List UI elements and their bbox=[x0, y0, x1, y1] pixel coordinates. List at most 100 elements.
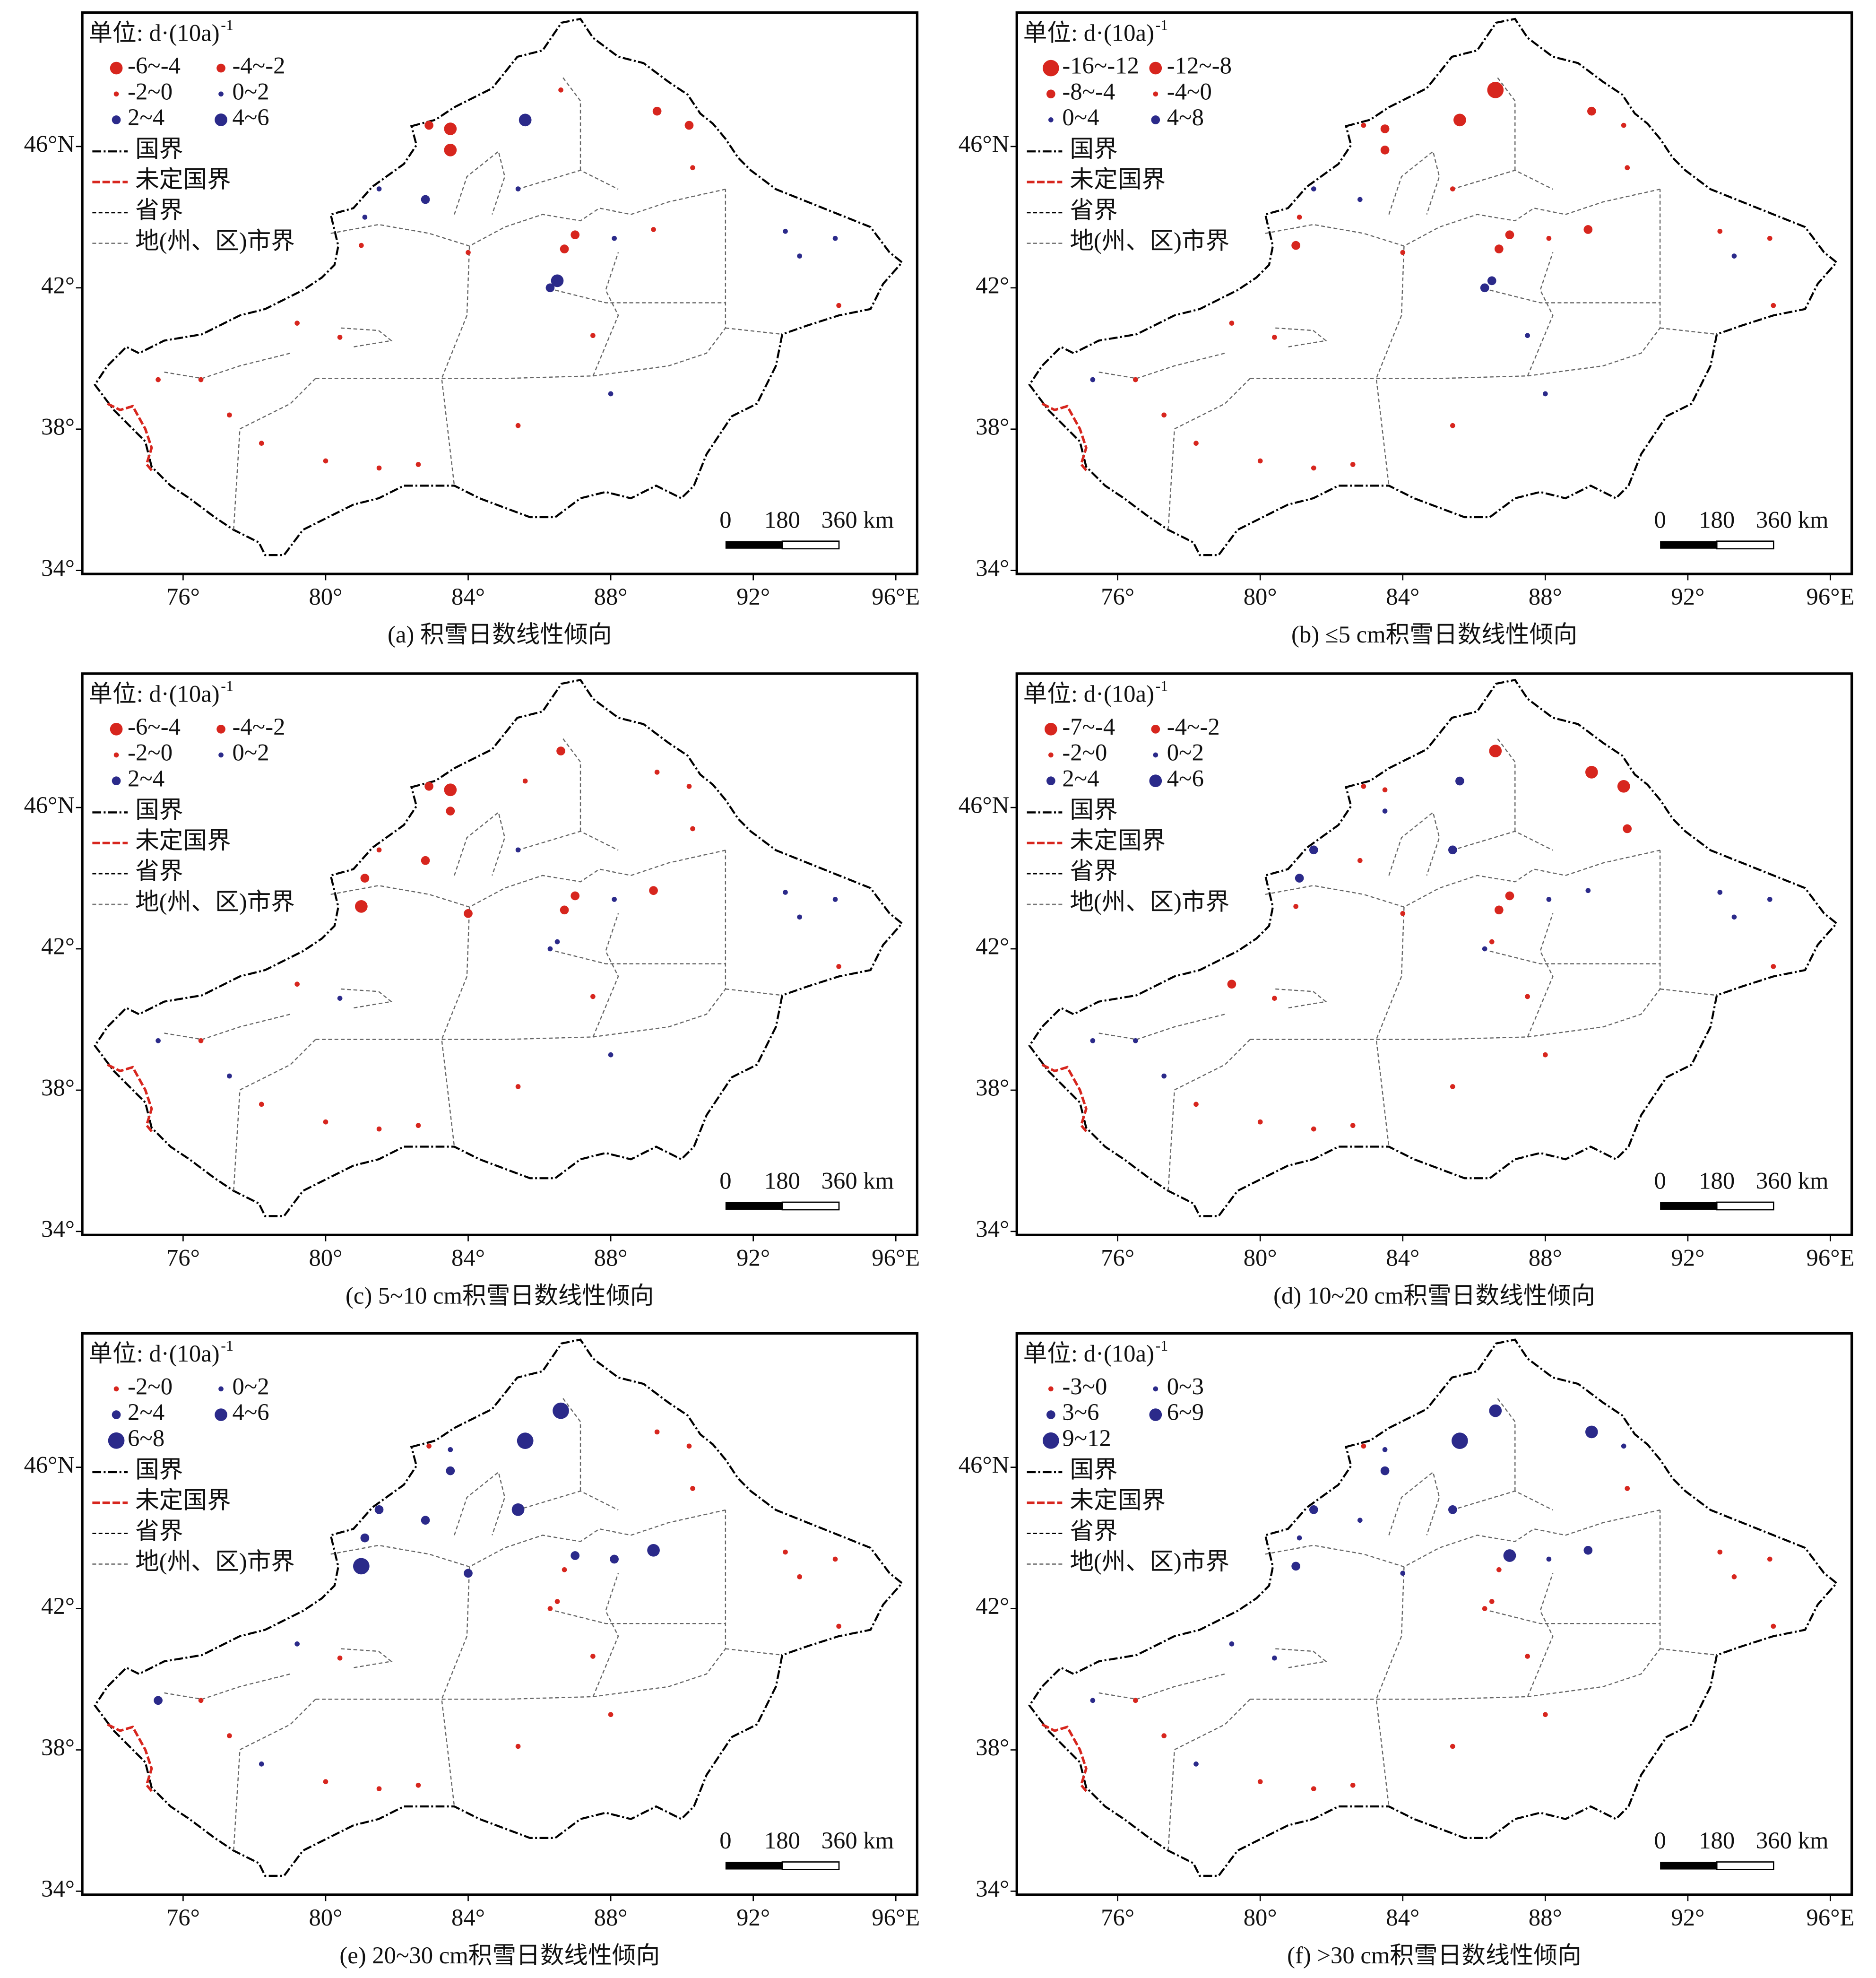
station bbox=[836, 1623, 841, 1629]
map-frame bbox=[1015, 11, 1853, 575]
x-tick-label: 80° bbox=[309, 583, 342, 610]
legend-marker bbox=[1151, 724, 1160, 734]
station bbox=[1625, 1486, 1630, 1491]
station bbox=[1450, 1084, 1455, 1089]
station bbox=[515, 847, 521, 853]
unit-exponent: -1 bbox=[221, 1337, 233, 1354]
legend-marker bbox=[1153, 1386, 1158, 1392]
y-tick-label: 38° bbox=[41, 1734, 75, 1761]
x-tick-label: 80° bbox=[309, 1244, 342, 1271]
station bbox=[1585, 766, 1598, 779]
station bbox=[1090, 377, 1096, 382]
legend-marker bbox=[215, 1408, 227, 1421]
scale-bar-label: 360 km bbox=[821, 506, 894, 533]
station bbox=[1625, 165, 1630, 171]
x-tick-label: 80° bbox=[1244, 583, 1277, 610]
line-legend-label: 地(州、区)市界 bbox=[135, 1548, 295, 1575]
station bbox=[562, 1567, 567, 1572]
x-tick-label: 96°E bbox=[872, 1904, 920, 1931]
station bbox=[1193, 1102, 1199, 1107]
station bbox=[1350, 462, 1356, 467]
map-frame bbox=[81, 11, 919, 575]
station bbox=[1489, 745, 1502, 757]
station bbox=[1361, 783, 1366, 789]
station bbox=[421, 1516, 430, 1525]
scale-bar-label: 0 bbox=[719, 1168, 731, 1194]
station bbox=[1496, 1567, 1502, 1572]
station bbox=[590, 333, 596, 338]
unit-label: 单位: d·(10a) bbox=[88, 681, 219, 707]
boundary-line bbox=[1265, 850, 1660, 908]
station bbox=[323, 1119, 329, 1125]
line-legend-label: 省界 bbox=[135, 858, 183, 885]
station bbox=[227, 412, 232, 418]
scale-bar-label: 0 bbox=[719, 506, 731, 533]
x-tick-label: 92° bbox=[736, 583, 770, 610]
line-legend-label: 省界 bbox=[135, 197, 183, 224]
station bbox=[1161, 1073, 1167, 1079]
x-tick-label: 76° bbox=[166, 1904, 200, 1931]
scale-bar-white bbox=[781, 540, 840, 550]
boundary-line bbox=[1098, 1014, 1225, 1040]
region-outline bbox=[1028, 678, 1838, 1217]
legend-label: -12~-8 bbox=[1167, 52, 1232, 79]
scale-bar-white bbox=[1716, 1861, 1774, 1870]
station bbox=[1453, 113, 1466, 127]
station bbox=[1546, 897, 1552, 902]
station bbox=[1193, 441, 1199, 446]
legend-marker bbox=[1044, 722, 1057, 736]
x-tick-label: 92° bbox=[1671, 583, 1704, 610]
station bbox=[1482, 1606, 1487, 1611]
region-outline bbox=[94, 17, 904, 556]
boundary-line bbox=[517, 831, 619, 851]
caption: (d) 10~20 cm积雪日数线性倾向 bbox=[1273, 1282, 1595, 1309]
station bbox=[1623, 824, 1632, 833]
station bbox=[1771, 303, 1776, 308]
disputed-border bbox=[107, 402, 154, 473]
station bbox=[836, 303, 841, 308]
legend-marker bbox=[1046, 1410, 1055, 1419]
legend-marker bbox=[1153, 752, 1158, 758]
boundary-line bbox=[315, 189, 726, 379]
station bbox=[353, 1558, 370, 1575]
station bbox=[690, 826, 695, 832]
x-tick-label: 92° bbox=[1671, 1904, 1704, 1931]
map-frame bbox=[81, 672, 919, 1236]
disputed-border bbox=[1041, 1063, 1089, 1134]
map-frame bbox=[1015, 672, 1853, 1236]
station bbox=[1452, 1432, 1468, 1449]
station bbox=[783, 1549, 788, 1555]
station bbox=[519, 113, 532, 127]
station bbox=[783, 228, 788, 234]
line-legend-label: 省界 bbox=[1070, 858, 1117, 885]
station bbox=[1543, 1052, 1548, 1058]
boundary-line bbox=[517, 169, 619, 190]
y-tick-label: 46°N bbox=[959, 792, 1010, 818]
station bbox=[1543, 391, 1548, 397]
boundary-line bbox=[164, 1673, 291, 1700]
y-tick-label: 46°N bbox=[24, 792, 75, 818]
boundary-line bbox=[1098, 352, 1225, 379]
station bbox=[1357, 858, 1363, 863]
station bbox=[608, 1712, 614, 1718]
station bbox=[294, 321, 300, 326]
station bbox=[1311, 1126, 1316, 1132]
map-panel: 76° 80° 84° 88° 92° 96°E 34° 38° 42° 46°N 单位: d·(1… bbox=[959, 672, 1854, 1309]
station bbox=[1450, 423, 1455, 428]
boundary-line bbox=[1496, 736, 1516, 832]
unit-exponent: -1 bbox=[1156, 1337, 1168, 1354]
station bbox=[359, 243, 364, 248]
station bbox=[515, 1084, 521, 1089]
station bbox=[1621, 122, 1626, 128]
boundary-line bbox=[1527, 913, 1554, 1037]
legend-marker bbox=[218, 752, 224, 758]
boundary-line bbox=[1275, 988, 1327, 1009]
station bbox=[1257, 1119, 1263, 1125]
line-legend-label: 未定国界 bbox=[135, 166, 231, 193]
station bbox=[1133, 1038, 1138, 1043]
station bbox=[360, 1533, 370, 1543]
map-frame bbox=[1015, 1332, 1853, 1896]
station bbox=[554, 939, 560, 945]
boundary-line bbox=[592, 252, 619, 376]
y-tick-label: 38° bbox=[41, 1075, 75, 1101]
